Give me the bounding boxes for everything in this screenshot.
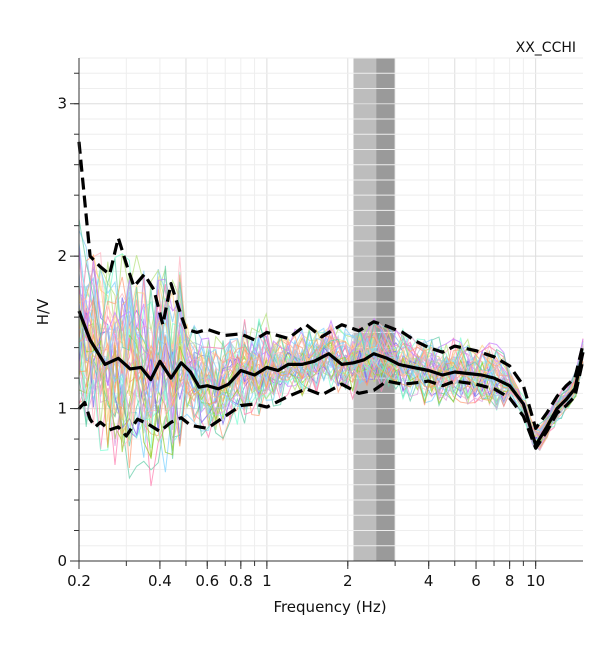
chart-title: XX_CCHI — [516, 40, 576, 56]
x-tick-label: 6 — [471, 572, 481, 590]
grid-lines — [78, 57, 583, 562]
x-tick-label: 0.4 — [148, 572, 172, 590]
x-tick-label: 0.6 — [195, 572, 219, 590]
window-curve — [78, 320, 584, 438]
upper-std-curve — [77, 141, 585, 430]
window-curve — [78, 300, 584, 448]
x-axis-label: Frequency (Hz) — [273, 598, 386, 616]
y-tick-label: 2 — [57, 247, 67, 265]
x-tick-label: 4 — [424, 572, 434, 590]
window-curve — [78, 260, 584, 442]
peak-bands — [353, 58, 396, 561]
peak-band-1 — [353, 58, 377, 561]
x-ticks: 0.2 0.4 0.6 0.8 1 2 4 6 8 10 — [67, 561, 545, 590]
y-tick-label: 3 — [57, 95, 67, 113]
window-curve — [78, 315, 584, 434]
window-curve — [78, 246, 584, 436]
x-tick-label: 0.8 — [229, 572, 253, 590]
x-tick-label: 0.2 — [67, 572, 91, 590]
window-curves — [78, 218, 584, 487]
x-tick-label: 10 — [526, 572, 545, 590]
lower-std-curve — [77, 359, 585, 450]
axes — [78, 58, 583, 562]
window-curve — [78, 218, 584, 433]
y-tick-label: 1 — [57, 400, 67, 418]
y-tick-label: 0 — [57, 552, 67, 570]
x-tick-label: 2 — [343, 572, 353, 590]
peak-band-2 — [376, 58, 396, 561]
y-ticks: 0 1 2 3 — [57, 72, 79, 570]
x-tick-label: 8 — [505, 572, 515, 590]
y-axis-label: H/V — [34, 298, 52, 325]
x-tick-label: 1 — [262, 572, 272, 590]
window-curve — [78, 345, 584, 451]
statistic-curves — [77, 141, 585, 450]
mean-curve — [77, 310, 585, 447]
